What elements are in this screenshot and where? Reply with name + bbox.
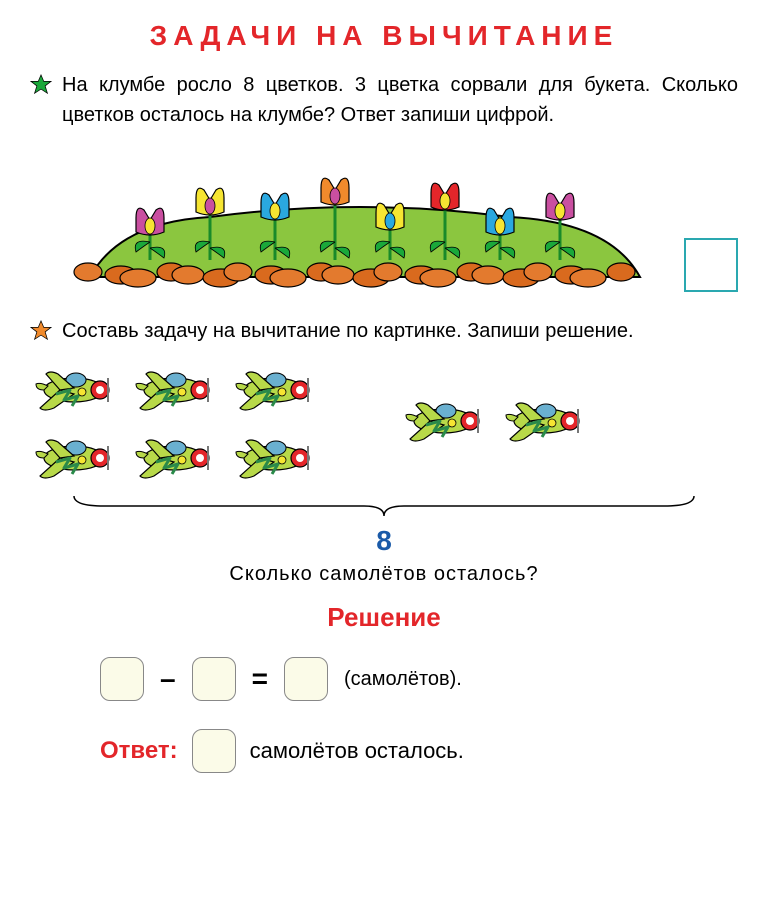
equation-box-2[interactable] xyxy=(192,657,236,701)
equation-box-1[interactable] xyxy=(100,657,144,701)
solution-title: Решение xyxy=(30,602,738,633)
problem-1: На клумбе росло 8 цветков. 3 цветка сорв… xyxy=(30,70,738,130)
star-icon-green xyxy=(30,74,52,96)
plane-icon xyxy=(400,391,486,449)
curly-brace xyxy=(64,494,704,518)
plane-icon xyxy=(500,391,586,449)
plane-icon xyxy=(230,360,316,418)
plane-icon xyxy=(30,428,116,486)
planes-group-right xyxy=(400,391,586,449)
planes-group-left xyxy=(30,360,316,486)
problem-2-text: Составь задачу на вычитание по картинке.… xyxy=(62,316,738,346)
answer-input-box-1[interactable] xyxy=(684,238,738,292)
plane-icon xyxy=(130,428,216,486)
equals-sign: = xyxy=(252,663,268,695)
answer-line: Ответ: самолётов осталось. xyxy=(100,729,738,773)
flowerbed-svg xyxy=(60,142,670,292)
answer-label: Ответ: xyxy=(100,737,178,765)
problem-1-text: На клумбе росло 8 цветков. 3 цветка сорв… xyxy=(62,70,738,130)
problem-2-question: Сколько самолётов осталось? xyxy=(30,563,738,586)
plane-icon xyxy=(230,428,316,486)
plane-icon xyxy=(130,360,216,418)
minus-sign: – xyxy=(160,663,176,695)
plane-icon xyxy=(30,360,116,418)
equation-box-3[interactable] xyxy=(284,657,328,701)
star-icon-orange xyxy=(30,320,52,342)
page-title: ЗАДАЧИ НА ВЫЧИТАНИЕ xyxy=(30,20,738,52)
equation-unit: (самолётов). xyxy=(344,668,462,691)
answer-tail-text: самолётов осталось. xyxy=(250,738,464,764)
flowerbed-illustration xyxy=(30,142,738,292)
answer-box-final[interactable] xyxy=(192,729,236,773)
total-number: 8 xyxy=(30,525,738,557)
problem-2: Составь задачу на вычитание по картинке.… xyxy=(30,316,738,346)
planes-illustration: 8 Сколько самолётов осталось? xyxy=(30,360,738,586)
equation-row: – = (самолётов). xyxy=(100,657,738,701)
brace-wrap: 8 Сколько самолётов осталось? xyxy=(30,494,738,586)
